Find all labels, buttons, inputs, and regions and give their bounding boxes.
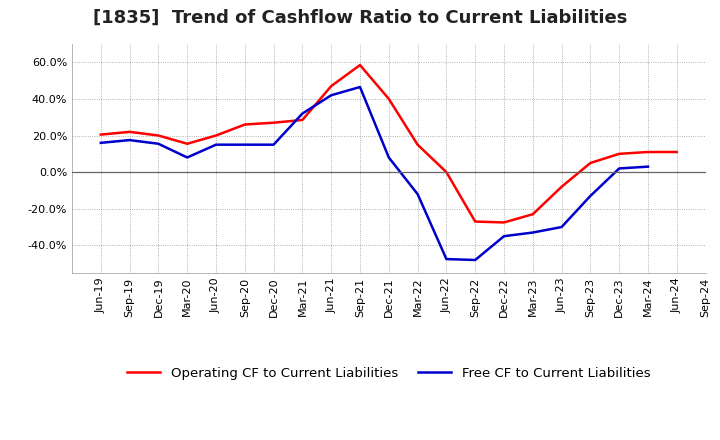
Operating CF to Current Liabilities (183, 141, 192, 147)
Free CF to Current Liabilities (356, 84, 364, 90)
Free CF to Current Liabilities (240, 142, 249, 147)
Operating CF to Current Liabilities (413, 142, 422, 147)
Free CF to Current Liabilities (615, 166, 624, 171)
Line: Free CF to Current Liabilities: Free CF to Current Liabilities (101, 87, 648, 260)
Operating CF to Current Liabilities (500, 220, 508, 225)
Operating CF to Current Liabilities (528, 212, 537, 217)
Free CF to Current Liabilities (96, 140, 105, 146)
Operating CF to Current Liabilities (384, 96, 393, 102)
Free CF to Current Liabilities (471, 257, 480, 263)
Free CF to Current Liabilities (442, 257, 451, 262)
Free CF to Current Liabilities (413, 191, 422, 197)
Operating CF to Current Liabilities (269, 120, 278, 125)
Operating CF to Current Liabilities (471, 219, 480, 224)
Text: [1835]  Trend of Cashflow Ratio to Current Liabilities: [1835] Trend of Cashflow Ratio to Curren… (93, 9, 627, 27)
Operating CF to Current Liabilities (442, 169, 451, 175)
Operating CF to Current Liabilities (96, 132, 105, 137)
Operating CF to Current Liabilities (327, 84, 336, 89)
Free CF to Current Liabilities (384, 155, 393, 160)
Free CF to Current Liabilities (528, 230, 537, 235)
Free CF to Current Liabilities (644, 164, 652, 169)
Operating CF to Current Liabilities (615, 151, 624, 157)
Free CF to Current Liabilities (298, 111, 307, 116)
Operating CF to Current Liabilities (586, 160, 595, 165)
Legend: Operating CF to Current Liabilities, Free CF to Current Liabilities: Operating CF to Current Liabilities, Fre… (122, 362, 655, 385)
Operating CF to Current Liabilities (154, 133, 163, 138)
Operating CF to Current Liabilities (125, 129, 134, 135)
Operating CF to Current Liabilities (212, 133, 220, 138)
Operating CF to Current Liabilities (356, 62, 364, 68)
Free CF to Current Liabilities (154, 141, 163, 147)
Free CF to Current Liabilities (183, 155, 192, 160)
Line: Operating CF to Current Liabilities: Operating CF to Current Liabilities (101, 65, 677, 223)
Free CF to Current Liabilities (212, 142, 220, 147)
Free CF to Current Liabilities (125, 137, 134, 143)
Operating CF to Current Liabilities (298, 117, 307, 123)
Free CF to Current Liabilities (269, 142, 278, 147)
Operating CF to Current Liabilities (240, 122, 249, 127)
Free CF to Current Liabilities (500, 234, 508, 239)
Operating CF to Current Liabilities (557, 184, 566, 189)
Free CF to Current Liabilities (327, 92, 336, 98)
Free CF to Current Liabilities (586, 193, 595, 198)
Free CF to Current Liabilities (557, 224, 566, 230)
Operating CF to Current Liabilities (672, 149, 681, 154)
Operating CF to Current Liabilities (644, 149, 652, 154)
